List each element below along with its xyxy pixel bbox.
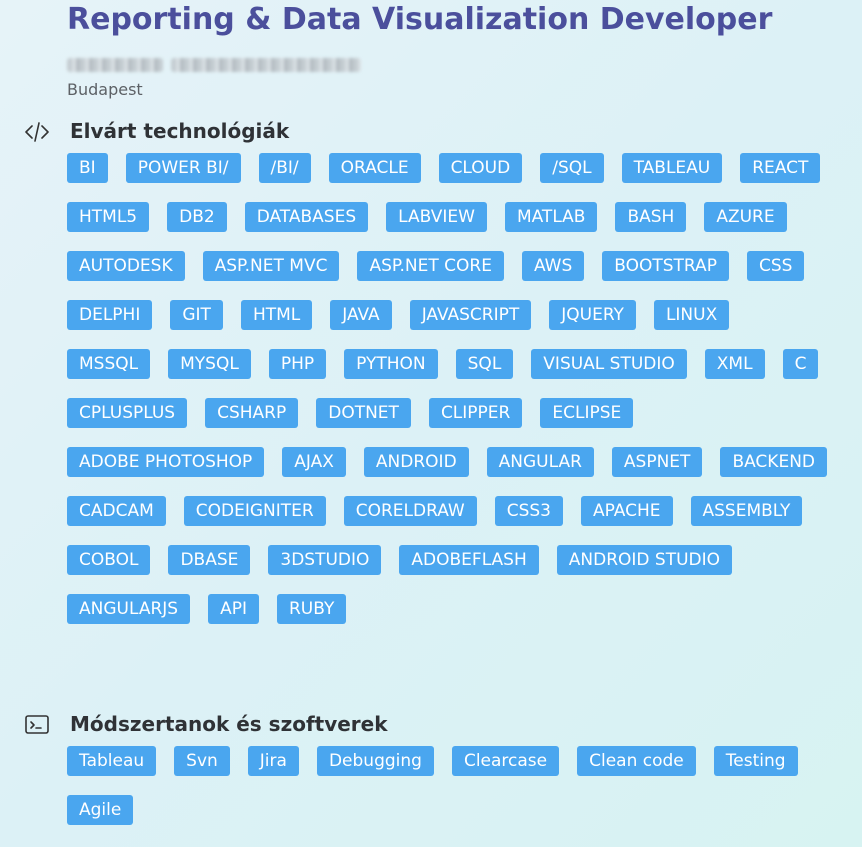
tag-sql[interactable]: SQL: [455, 349, 514, 379]
tag-bootstrap[interactable]: BOOTSTRAP: [602, 251, 729, 281]
tag-linux[interactable]: LINUX: [653, 300, 730, 330]
tag-tableau[interactable]: Tableau: [67, 746, 157, 776]
tag-aspnet[interactable]: ASPNET: [611, 447, 703, 477]
tag-azure[interactable]: AZURE: [704, 202, 787, 232]
tag-autodesk[interactable]: AUTODESK: [67, 251, 185, 281]
tag-css3[interactable]: CSS3: [494, 496, 563, 526]
methodology-tag-list: Tableau Svn Jira Debugging Clearcase Clean co…: [67, 746, 827, 825]
tag-visual-studio[interactable]: VISUAL STUDIO: [531, 349, 687, 379]
tag-git[interactable]: GIT: [170, 300, 223, 330]
tag-jira[interactable]: Jira: [247, 746, 299, 776]
tag-aws[interactable]: AWS: [521, 251, 585, 281]
job-title: Reporting & Data Visualization Developer: [67, 2, 773, 37]
tag-angular[interactable]: ANGULAR: [486, 447, 594, 477]
tag-css[interactable]: CSS: [746, 251, 805, 281]
tag-asp-net-core[interactable]: ASP.NET CORE: [357, 251, 504, 281]
tag-jquery[interactable]: JQUERY: [549, 300, 636, 330]
tag-javascript[interactable]: JAVASCRIPT: [409, 300, 532, 330]
tag-bi[interactable]: BI: [67, 153, 108, 183]
tag-apache[interactable]: APACHE: [580, 496, 673, 526]
tag-adobeflash[interactable]: ADOBEFLASH: [399, 545, 539, 575]
tag-php[interactable]: PHP: [268, 349, 327, 379]
tag-delphi[interactable]: DELPHI: [67, 300, 153, 330]
tag-react[interactable]: REACT: [740, 153, 821, 183]
tag-dbase[interactable]: DBASE: [168, 545, 251, 575]
tag-adobe-photoshop[interactable]: ADOBE PHOTOSHOP: [67, 447, 265, 477]
tag-assembly[interactable]: ASSEMBLY: [690, 496, 803, 526]
tag-csharp[interactable]: CSHARP: [205, 398, 299, 428]
section-title-technologies: Elvárt technológiák: [70, 119, 290, 143]
tag-codeigniter[interactable]: CODEIGNITER: [183, 496, 326, 526]
tag-tableau[interactable]: TABLEAU: [621, 153, 723, 183]
tag-dotnet[interactable]: DOTNET: [316, 398, 411, 428]
tag-mysql[interactable]: MYSQL: [168, 349, 251, 379]
tag-eclipse[interactable]: ECLIPSE: [540, 398, 634, 428]
tag-db2[interactable]: DB2: [167, 202, 227, 232]
tag-cobol[interactable]: COBOL: [67, 545, 151, 575]
tag-html[interactable]: HTML: [240, 300, 313, 330]
redacted-text-block: [67, 58, 163, 72]
tag-clipper[interactable]: CLIPPER: [428, 398, 523, 428]
tag-3dstudio[interactable]: 3DSTUDIO: [268, 545, 382, 575]
tag-backend[interactable]: BACKEND: [720, 447, 827, 477]
tag-bash[interactable]: BASH: [615, 202, 687, 232]
tag-clearcase[interactable]: Clearcase: [451, 746, 560, 776]
terminal-icon: [24, 713, 50, 737]
tag-c[interactable]: C: [782, 349, 819, 379]
tag-labview[interactable]: LABVIEW: [386, 202, 487, 232]
tag-android-studio[interactable]: ANDROID STUDIO: [556, 545, 733, 575]
job-location: Budapest: [67, 80, 143, 99]
tag-cloud[interactable]: CLOUD: [438, 153, 523, 183]
tag-api[interactable]: API: [208, 594, 259, 624]
tag-svn[interactable]: Svn: [174, 746, 230, 776]
tag-cadcam[interactable]: CADCAM: [67, 496, 166, 526]
tag-sql[interactable]: /SQL: [540, 153, 604, 183]
tag-python[interactable]: PYTHON: [344, 349, 438, 379]
tag-agile[interactable]: Agile: [67, 795, 134, 825]
tag-android[interactable]: ANDROID: [363, 447, 469, 477]
code-icon: [24, 120, 50, 144]
tag-angularjs[interactable]: ANGULARJS: [67, 594, 191, 624]
tag-ruby[interactable]: RUBY: [276, 594, 347, 624]
tag-asp-net-mvc[interactable]: ASP.NET MVC: [202, 251, 340, 281]
technology-tag-list: BI POWER BI/ /BI/ORACLE CLOUD/SQL TABLEAU REA…: [67, 153, 827, 624]
tag-clean-code[interactable]: Clean code: [577, 746, 696, 776]
tag-ajax[interactable]: AJAX: [282, 447, 346, 477]
tag-mssql[interactable]: MSSQL: [67, 349, 151, 379]
tag-oracle[interactable]: ORACLE: [328, 153, 421, 183]
redacted-text-block: [171, 58, 361, 72]
tag-cplusplus[interactable]: CPLUSPLUS: [67, 398, 188, 428]
tag-html5[interactable]: HTML5: [67, 202, 150, 232]
tag-power-bi[interactable]: POWER BI/: [125, 153, 241, 183]
tag-xml[interactable]: XML: [704, 349, 765, 379]
tag-bi[interactable]: /BI/: [258, 153, 311, 183]
tag-testing[interactable]: Testing: [713, 746, 798, 776]
tag-coreldraw[interactable]: CORELDRAW: [343, 496, 477, 526]
tag-debugging[interactable]: Debugging: [316, 746, 434, 776]
section-title-methodologies: Módszertanok és szoftverek: [70, 712, 388, 736]
tag-matlab[interactable]: MATLAB: [504, 202, 598, 232]
tag-databases[interactable]: DATABASES: [244, 202, 369, 232]
redacted-company-name: [67, 55, 367, 75]
tag-java[interactable]: JAVA: [330, 300, 392, 330]
